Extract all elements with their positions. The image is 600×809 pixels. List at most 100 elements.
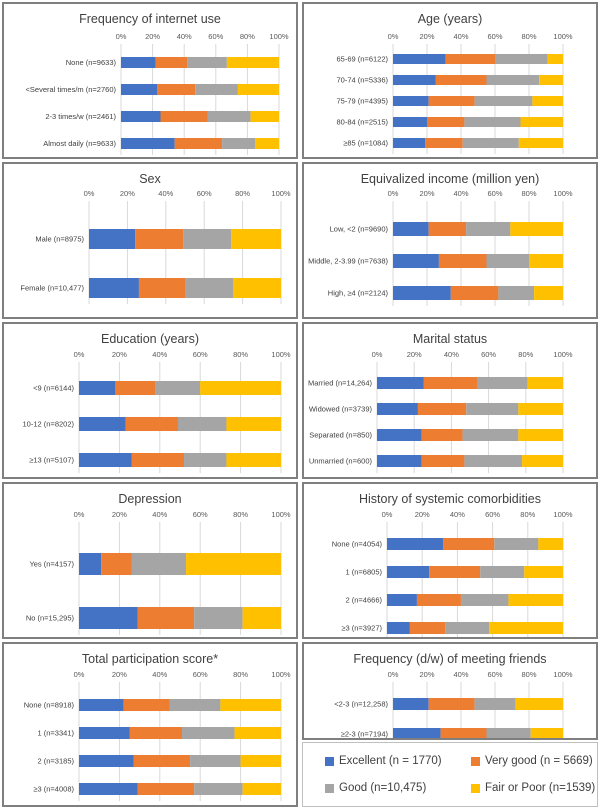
bar-segment-fair-poor <box>515 698 563 710</box>
x-tick-label: 100% <box>271 670 291 679</box>
chart-title: Total participation score* <box>82 652 218 666</box>
panel-income: Equivalized income (million yen) 0% 20% 40%… <box>302 162 598 319</box>
bar-segment-very-good <box>135 229 184 249</box>
bar-segment-excellent <box>79 417 126 431</box>
category-label: 2 (n=3185) <box>38 757 75 766</box>
chart-title: Frequency of internet use <box>79 12 221 26</box>
category-label: <Several times/m (n=2760) <box>26 85 117 94</box>
category-label: None (n=8918) <box>24 701 75 710</box>
legend-item-very-good: Very good (n = 5669) <box>471 755 593 767</box>
bar-segment-good <box>474 96 533 106</box>
bar-segment-very-good <box>421 429 463 441</box>
x-tick-label: 0% <box>74 670 85 679</box>
panel-depression: Depression 0% 20% 40% 60% 80% 100% Yes (n=4157)… <box>2 482 298 639</box>
legend-swatch-excellent <box>325 756 334 766</box>
category-label: Male (n=8975) <box>35 235 84 244</box>
chart-svg: Equivalized income (million yen) 0% 20% 40%… <box>308 172 573 306</box>
bar-segment-fair-poor <box>530 728 563 738</box>
bar-segment-fair-poor <box>518 429 563 441</box>
bar-segment-excellent <box>387 594 417 606</box>
category-label: Separated (n=850) <box>309 431 372 440</box>
x-tick-label: 20% <box>112 350 127 359</box>
bar-segment-excellent <box>89 278 139 298</box>
chart-svg: Depression 0% 20% 40% 60% 80% 100% Yes (n=4157)… <box>26 492 291 635</box>
bar-segment-good <box>480 566 525 578</box>
bar-segment-good <box>169 699 221 711</box>
bar-segment-good <box>477 377 528 389</box>
x-tick-label: 60% <box>485 510 500 519</box>
bar-segment-excellent <box>79 453 132 467</box>
x-tick-label: 20% <box>415 510 430 519</box>
x-tick-label: 60% <box>197 189 212 198</box>
x-tick-label: 20% <box>112 510 127 519</box>
bar-segment-fair-poor <box>508 594 563 606</box>
x-tick-label: 80% <box>235 189 250 198</box>
category-label: ≥13 (n=5107) <box>29 456 74 465</box>
x-tick-label: 80% <box>233 350 248 359</box>
bar-segment-very-good <box>131 453 185 467</box>
category-label: <9 (n=6144) <box>33 384 74 393</box>
bar-segment-very-good <box>435 75 487 85</box>
chart-svg: Age (years) 0% 20% 40% 60% 80% 100% 65-69 (n=61… <box>337 12 573 154</box>
bar-segment-very-good <box>157 84 196 95</box>
bar-segment-excellent <box>393 138 426 148</box>
bar-segment-fair-poor <box>242 783 281 795</box>
x-tick-label: 20% <box>120 189 135 198</box>
bar-segment-good <box>177 417 227 431</box>
category-label: Unmarried (n=600) <box>309 457 373 466</box>
bar-segment-excellent <box>79 699 124 711</box>
chart-svg: Frequency (d/w) of meeting friends 0% 20% 4… <box>334 652 573 738</box>
x-tick-label: 60% <box>193 670 208 679</box>
chart-title: Age (years) <box>418 12 483 26</box>
legend-label-good: Good (n=10,475) <box>339 782 427 794</box>
bar-segment-excellent <box>377 455 422 467</box>
x-tick-label: 100% <box>553 32 573 41</box>
bar-segment-good <box>486 75 540 85</box>
category-label: 80-84 (n=2515) <box>337 118 389 127</box>
x-tick-label: 80% <box>518 350 533 359</box>
category-label: 70-74 (n=5336) <box>337 76 389 85</box>
chart-svg: Frequency of internet use 0% 20% 40% 60% 80% 1… <box>26 12 289 155</box>
category-label: <2-3 (n=12,258) <box>334 700 388 709</box>
bar-segment-very-good <box>427 117 465 127</box>
x-tick-label: 0% <box>74 350 85 359</box>
bar-segment-very-good <box>409 622 446 634</box>
bar-segment-good <box>190 755 241 767</box>
chart-svg: Marital status 0% 20% 40% 60% 80% 100% Married … <box>308 332 573 473</box>
x-tick-label: 40% <box>453 189 468 198</box>
bar-segment-fair-poor <box>529 254 563 268</box>
bar-segment-good <box>182 727 235 739</box>
x-tick-label: 20% <box>112 670 127 679</box>
x-tick-label: 100% <box>553 189 573 198</box>
panel-education: Education (years) 0% 20% 40% 60% 80% 100% <9 (n… <box>2 322 298 479</box>
x-tick-label: 0% <box>388 189 399 198</box>
bar-segment-fair-poor <box>242 607 281 629</box>
bar-segment-good <box>445 622 490 634</box>
chart-svg: Sex 0% 20% 40% 60% 80% 100% Male (n=8975) Female… <box>20 172 291 304</box>
x-tick-label: 20% <box>419 32 434 41</box>
bar-segment-excellent <box>393 75 436 85</box>
panel-age: Age (years) 0% 20% 40% 60% 80% 100% 65-69 (n=61… <box>302 2 598 159</box>
x-tick-label: 60% <box>487 670 502 679</box>
bar-segment-fair-poor <box>250 111 279 122</box>
x-tick-label: 20% <box>145 32 160 41</box>
x-tick-label: 80% <box>240 32 255 41</box>
x-tick-label: 100% <box>271 189 291 198</box>
chart-title: Marital status <box>413 332 487 346</box>
x-tick-label: 100% <box>553 510 573 519</box>
bar-segment-fair-poor <box>510 222 563 236</box>
x-tick-label: 40% <box>158 189 173 198</box>
bar-segment-fair-poor <box>226 417 281 431</box>
bar-segment-fair-poor <box>220 699 281 711</box>
bar-segment-fair-poor <box>524 566 563 578</box>
bar-segment-fair-poor <box>532 96 563 106</box>
category-label: Almost daily (n=9633) <box>43 139 116 148</box>
legend-swatch-fair-poor <box>471 783 480 793</box>
bar-segment-fair-poor <box>200 381 281 395</box>
bar-segment-excellent <box>121 84 158 95</box>
chart-title: Depression <box>118 492 181 506</box>
category-label: 65-69 (n=6122) <box>337 55 389 64</box>
chart-title: History of systemic comorbidities <box>359 492 541 506</box>
x-tick-label: 80% <box>521 32 536 41</box>
bar-segment-good <box>195 84 238 95</box>
